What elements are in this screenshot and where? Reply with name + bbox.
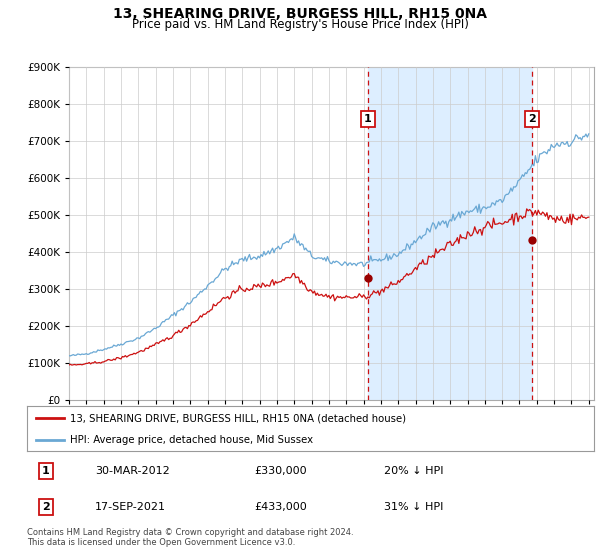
Text: 13, SHEARING DRIVE, BURGESS HILL, RH15 0NA (detached house): 13, SHEARING DRIVE, BURGESS HILL, RH15 0… [70,413,406,423]
Text: £330,000: £330,000 [254,466,307,476]
Text: 1: 1 [364,114,372,124]
Text: 30-MAR-2012: 30-MAR-2012 [95,466,170,476]
Bar [368,67,532,400]
Text: HPI: Average price, detached house, Mid Sussex: HPI: Average price, detached house, Mid … [70,435,313,445]
Text: 13, SHEARING DRIVE, BURGESS HILL, RH15 0NA: 13, SHEARING DRIVE, BURGESS HILL, RH15 0… [113,7,487,21]
Text: 2: 2 [528,114,536,124]
Text: 20% ↓ HPI: 20% ↓ HPI [384,466,444,476]
Text: £433,000: £433,000 [254,502,307,512]
Text: 2: 2 [42,502,50,512]
Text: 17-SEP-2021: 17-SEP-2021 [95,502,166,512]
Text: 1: 1 [42,466,50,476]
Text: Contains HM Land Registry data © Crown copyright and database right 2024.
This d: Contains HM Land Registry data © Crown c… [27,528,353,547]
Text: 31% ↓ HPI: 31% ↓ HPI [384,502,443,512]
Text: Price paid vs. HM Land Registry's House Price Index (HPI): Price paid vs. HM Land Registry's House … [131,18,469,31]
